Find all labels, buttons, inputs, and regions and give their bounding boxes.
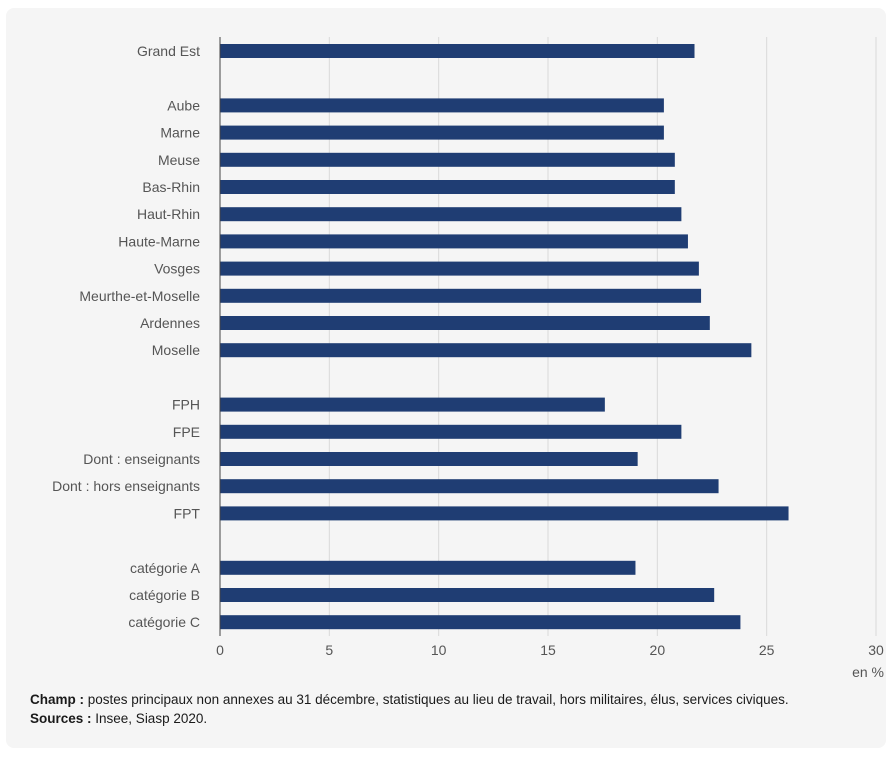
bar-10 [220, 316, 710, 330]
category-label-9: Meurthe-et-Moselle [79, 288, 200, 304]
bar-20 [220, 588, 715, 602]
category-label-2: Aube [167, 97, 200, 113]
category-label-7: Haute-Marne [118, 233, 200, 249]
bar-0 [220, 44, 695, 58]
bar-2 [220, 98, 664, 113]
category-label-3: Marne [160, 125, 200, 141]
category-label-21: catégorie C [128, 614, 200, 630]
category-label-0: Grand Est [137, 43, 200, 59]
x-tick-label-5: 25 [759, 642, 775, 658]
category-label-8: Vosges [154, 261, 200, 277]
category-label-20: catégorie B [129, 587, 200, 603]
category-label-19: catégorie A [130, 560, 201, 576]
x-tick-label-6: 30 [868, 642, 884, 658]
bar-13 [220, 397, 605, 412]
category-label-6: Haut-Rhin [137, 206, 200, 222]
bar-21 [220, 615, 741, 630]
bar-chart: Grand Est Aube Marne Meuse Bas-Rhin Haut-Rhin… [52, 37, 884, 680]
bar-8 [220, 261, 699, 276]
category-label-10: Ardennes [140, 315, 200, 331]
scope-label: Champ : [30, 692, 84, 707]
x-tick-label-1: 5 [325, 642, 333, 658]
sources-label: Sources : [30, 711, 92, 726]
category-label-17: FPT [174, 505, 201, 521]
scope-text: postes principaux non annexes au 31 déce… [84, 692, 789, 707]
sources-note: Sources : Insee, Siasp 2020. [30, 709, 870, 728]
bar-6 [220, 207, 682, 222]
bar-17 [220, 506, 789, 521]
bar-9 [220, 288, 702, 303]
chart-notes: Champ : postes principaux non annexes au… [30, 690, 870, 728]
x-tick-label-3: 15 [540, 642, 556, 658]
scope-note: Champ : postes principaux non annexes au… [30, 690, 870, 709]
bar-11 [220, 343, 752, 358]
bar-16 [220, 479, 719, 494]
bar-7 [220, 234, 688, 249]
bar-15 [220, 452, 638, 466]
x-unit-label: en % [852, 664, 884, 680]
x-tick-label-4: 20 [650, 642, 666, 658]
bar-4 [220, 152, 675, 167]
category-label-13: FPH [172, 397, 200, 413]
category-label-14: FPE [173, 424, 200, 440]
category-label-4: Meuse [158, 152, 200, 168]
category-label-16: Dont : hors enseignants [52, 478, 200, 494]
x-tick-label-2: 10 [431, 642, 447, 658]
category-label-11: Moselle [152, 342, 200, 358]
category-label-5: Bas-Rhin [142, 179, 200, 195]
bar-5 [220, 180, 675, 194]
bar-19 [220, 560, 636, 575]
category-label-15: Dont : enseignants [83, 451, 200, 467]
bar-3 [220, 125, 664, 140]
sources-text: Insee, Siasp 2020. [91, 711, 208, 726]
bar-14 [220, 424, 682, 439]
x-tick-label-0: 0 [216, 642, 224, 658]
